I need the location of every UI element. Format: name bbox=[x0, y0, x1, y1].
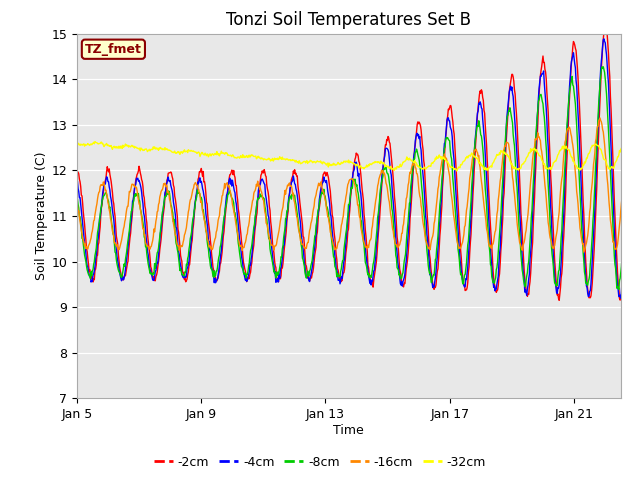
X-axis label: Time: Time bbox=[333, 424, 364, 437]
Legend: -2cm, -4cm, -8cm, -16cm, -32cm: -2cm, -4cm, -8cm, -16cm, -32cm bbox=[149, 451, 491, 474]
Text: TZ_fmet: TZ_fmet bbox=[85, 43, 142, 56]
Y-axis label: Soil Temperature (C): Soil Temperature (C) bbox=[35, 152, 49, 280]
Title: Tonzi Soil Temperatures Set B: Tonzi Soil Temperatures Set B bbox=[227, 11, 471, 29]
